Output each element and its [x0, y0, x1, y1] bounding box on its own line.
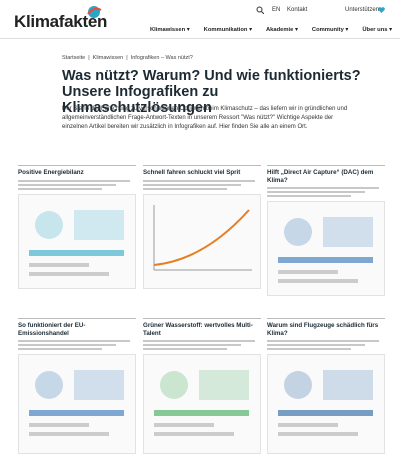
text-placeholder	[18, 183, 116, 186]
nav-item[interactable]: Klimawissen	[150, 27, 190, 33]
text-placeholder	[267, 348, 351, 350]
infographic-card[interactable]: Warum sind Flugzeuge schädlich fürs Klim…	[267, 318, 385, 454]
card-title[interactable]: So funktioniert der EU-Emissionshandel	[18, 322, 86, 337]
card-title[interactable]: Warum sind Flugzeuge schädlich fürs Klim…	[267, 322, 379, 337]
text-placeholder	[18, 348, 102, 350]
card-title[interactable]: Hilft „Direct Air Capture“ (DAC) dem Kli…	[267, 169, 374, 184]
illustration	[18, 193, 136, 289]
infographic-card[interactable]: Positive Energiebilanz	[18, 165, 136, 289]
breadcrumb: Startseite | Klimawissen | Infografiken – Wa…	[62, 55, 193, 61]
card-title[interactable]: Grüner Wasserstoff: wertvolles Multi-Tal…	[143, 322, 253, 337]
support-link[interactable]: Unterstützen	[345, 7, 380, 13]
breadcrumb-item: Infografiken – Was nützt?	[130, 55, 193, 61]
text-placeholder	[267, 340, 380, 342]
intro-text: Der Stand der Forschung zu verschiedenen…	[62, 106, 348, 130]
text-placeholder	[18, 344, 116, 346]
illustration-graphic	[153, 204, 252, 270]
illustration	[143, 193, 261, 289]
infographic-card[interactable]: Schnell fahren schluckt viel Sprit	[143, 165, 261, 289]
illustration-graphic	[29, 370, 124, 436]
infographic-card[interactable]: Hilft „Direct Air Capture“ (DAC) dem Kli…	[267, 165, 385, 296]
text-placeholder	[143, 344, 241, 346]
infographic-card[interactable]: Grüner Wasserstoff: wertvolles Multi-Tal…	[143, 318, 261, 454]
breadcrumb-separator: |	[126, 55, 128, 61]
text-placeholder	[267, 187, 380, 189]
text-placeholder	[18, 187, 102, 190]
illustration-graphic	[278, 370, 373, 436]
text-placeholder	[143, 348, 227, 350]
text-placeholder	[143, 179, 256, 182]
divider	[0, 38, 400, 39]
nav-item[interactable]: Über uns	[362, 27, 392, 33]
page: Klimafakten {"header":{"logo":"Klimafakt…	[0, 0, 400, 448]
breadcrumb-separator: |	[88, 55, 90, 61]
logo[interactable]: Klimafakten	[14, 12, 108, 31]
nav-item[interactable]: Kommunikation	[204, 27, 252, 33]
breadcrumb-item[interactable]: Klimawissen	[92, 55, 124, 61]
text-placeholder	[267, 191, 365, 193]
infographic-card[interactable]: So funktioniert der EU-Emissionshandel	[18, 318, 136, 454]
illustration	[143, 354, 261, 454]
main-nav: Klimawissen Kommunikation Akademie Communit…	[150, 27, 392, 33]
text-placeholder	[18, 340, 131, 342]
heart-icon	[378, 7, 385, 13]
text-placeholder	[267, 195, 351, 197]
card-title[interactable]: Positive Energiebilanz	[18, 169, 84, 176]
illustration	[267, 354, 385, 454]
text-placeholder	[143, 187, 227, 190]
text-placeholder	[267, 344, 365, 346]
page-title: Was nützt? Warum? Und wie funktionierts?…	[62, 68, 361, 116]
illustration-graphic	[154, 370, 249, 436]
page-body: Klimafakten EN Kontakt Unterstützen Klim…	[0, 0, 400, 448]
card-title[interactable]: Schnell fahren schluckt viel Sprit	[143, 169, 241, 176]
search-icon[interactable]	[256, 6, 264, 14]
illustration-graphic	[29, 209, 124, 276]
illustration-graphic	[278, 217, 373, 283]
text-placeholder	[18, 179, 131, 182]
breadcrumb-item[interactable]: Startseite	[62, 55, 86, 61]
illustration	[18, 354, 136, 454]
contact-link[interactable]: Kontakt	[287, 7, 308, 13]
nav-item[interactable]: Community	[312, 27, 348, 33]
nav-item[interactable]: Akademie	[266, 27, 298, 33]
illustration	[267, 201, 385, 296]
logo-icon	[87, 6, 102, 18]
text-placeholder	[143, 340, 256, 342]
lang-link[interactable]: EN	[272, 7, 281, 13]
text-placeholder	[143, 183, 241, 186]
